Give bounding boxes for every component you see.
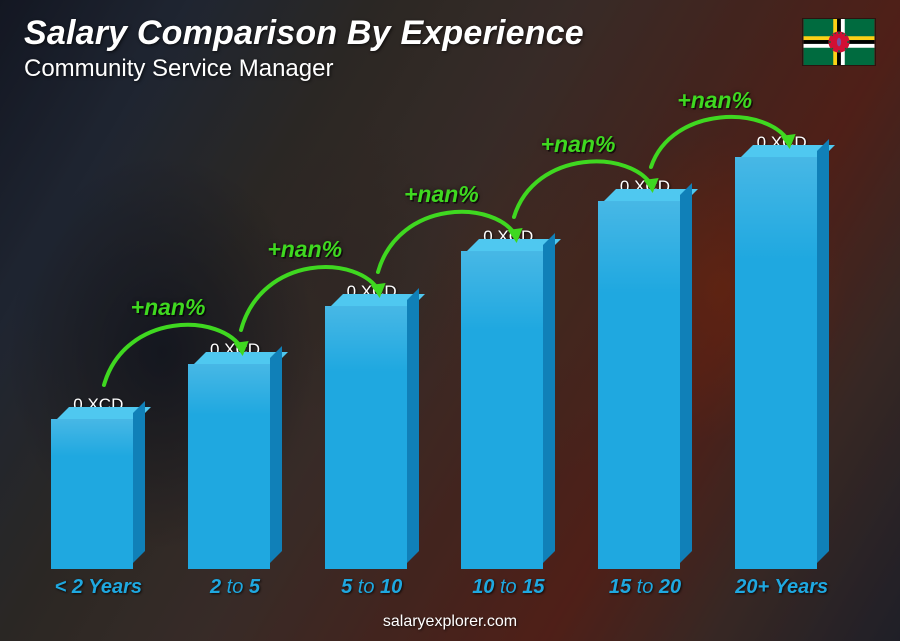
page-subtitle: Community Service Manager <box>24 55 584 83</box>
bar <box>461 251 555 569</box>
header: Salary Comparison By Experience Communit… <box>24 14 584 83</box>
bar-category-label: 10 to 15 <box>440 576 577 599</box>
x-axis-labels: < 2 Years2 to 55 to 1010 to 1515 to 2020… <box>30 576 850 599</box>
bar <box>51 419 145 569</box>
bar-group: 0 XCD <box>312 282 432 569</box>
bar-face-side <box>543 233 555 563</box>
bar <box>598 201 692 569</box>
delta-label: +nan% <box>131 294 206 321</box>
bar-face-front <box>735 157 817 569</box>
delta-label: +nan% <box>404 181 479 208</box>
bar-category-label: < 2 Years <box>30 576 167 599</box>
bar-face-side <box>817 139 829 563</box>
bar-face-side <box>270 346 282 563</box>
bar-group: 0 XCD <box>585 177 705 569</box>
delta-label: +nan% <box>541 131 616 158</box>
bar-category-label: 20+ Years <box>713 576 850 599</box>
bar-face-front <box>325 306 407 569</box>
bar-group: 0 XCD <box>722 133 842 569</box>
page-title: Salary Comparison By Experience <box>24 14 584 53</box>
bar <box>325 306 419 569</box>
bar-category-label: 15 to 20 <box>577 576 714 599</box>
bar-face-front <box>51 419 133 569</box>
bar-face-side <box>407 288 419 563</box>
footer-attribution: salaryexplorer.com <box>0 613 900 631</box>
bar-category-label: 5 to 10 <box>303 576 440 599</box>
bar-group: 0 XCD <box>448 227 568 569</box>
bar-face-front <box>188 364 270 569</box>
bar-group: 0 XCD <box>175 340 295 569</box>
delta-label: +nan% <box>267 236 342 263</box>
bar-group: 0 XCD <box>38 395 158 569</box>
bar <box>188 364 282 569</box>
bar-chart: 0 XCD0 XCD0 XCD0 XCD0 XCD0 XCD <box>30 110 850 569</box>
delta-label: +nan% <box>677 87 752 114</box>
bar-face-side <box>133 401 145 563</box>
bar-face-side <box>680 183 692 563</box>
bar-face-front <box>461 251 543 569</box>
bar-face-front <box>598 201 680 569</box>
dominica-flag-icon <box>802 18 876 66</box>
bar <box>735 157 829 569</box>
bar-category-label: 2 to 5 <box>167 576 304 599</box>
